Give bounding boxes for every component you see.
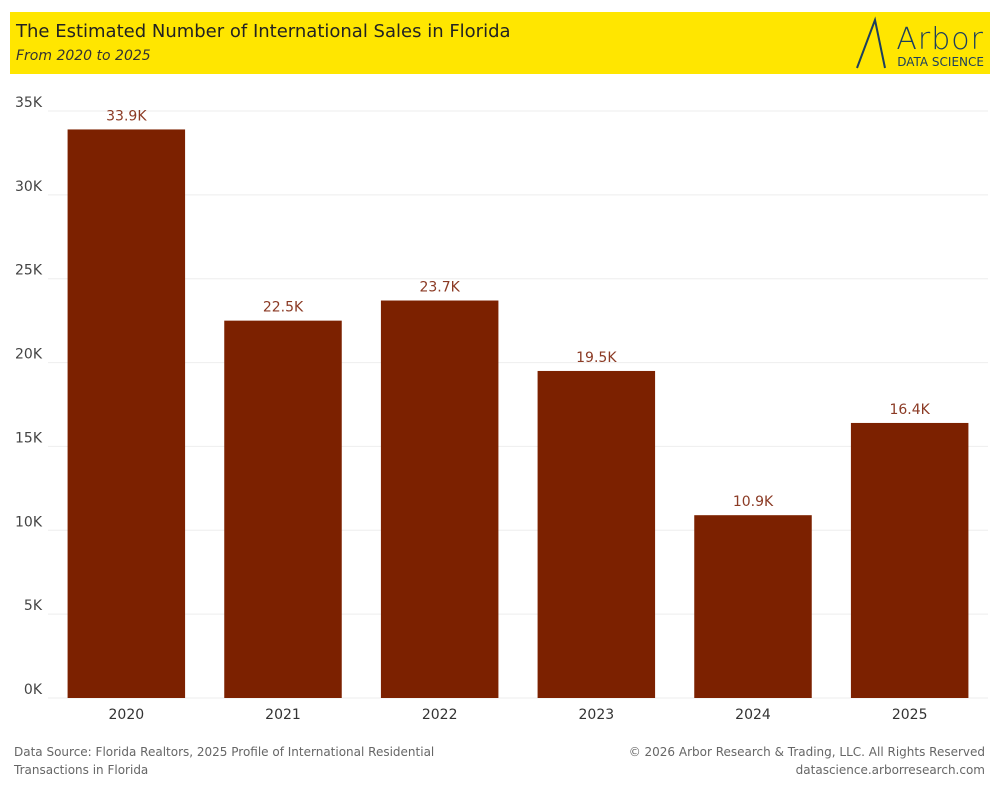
header: The Estimated Number of International Sa…	[10, 12, 990, 74]
bar	[850, 422, 969, 698]
bar	[537, 370, 656, 698]
source-note: Data Source: Florida Realtors, 2025 Prof…	[14, 745, 435, 777]
x-tick-label: 2025	[892, 707, 928, 723]
value-label: 19.5K	[576, 350, 617, 366]
copyright: © 2026 Arbor Research & Trading, LLC. Al…	[628, 745, 985, 759]
x-tick-label: 2022	[422, 707, 458, 723]
chart-subtitle: From 2020 to 2025	[16, 48, 151, 64]
y-tick-label: 35K	[15, 95, 43, 111]
y-tick-label: 10K	[15, 514, 43, 530]
value-label: 33.9K	[106, 108, 147, 124]
y-tick-label: 0K	[24, 682, 43, 698]
website: datascience.arborresearch.com	[795, 763, 985, 777]
logo-icon	[856, 16, 886, 69]
y-tick-label: 20K	[15, 347, 43, 363]
x-tick-label: 2024	[735, 707, 771, 723]
y-tick-label: 25K	[15, 263, 43, 279]
bar	[224, 320, 342, 698]
bar	[67, 129, 186, 698]
x-tick-label: 2023	[579, 707, 615, 723]
value-label: 16.4K	[889, 402, 930, 418]
logo-tagline: DATA SCIENCE	[897, 55, 984, 69]
value-label: 10.9K	[733, 494, 774, 510]
x-tick-label: 2020	[109, 707, 145, 723]
logo-name: Arbor	[896, 22, 984, 57]
value-label: 23.7K	[419, 280, 460, 296]
y-tick-label: 30K	[15, 179, 43, 195]
x-tick-label: 2021	[265, 707, 301, 723]
chart: 0K 5K 10K 15K 20K 25K 30K 35K 2020 33.9K 2021 22.5K…	[15, 95, 988, 723]
bar	[694, 515, 812, 698]
bar	[380, 300, 499, 698]
chart-title: The Estimated Number of International Sa…	[16, 21, 511, 42]
value-label: 22.5K	[263, 300, 304, 316]
y-tick-label: 5K	[24, 598, 43, 614]
y-tick-label: 15K	[15, 430, 43, 446]
